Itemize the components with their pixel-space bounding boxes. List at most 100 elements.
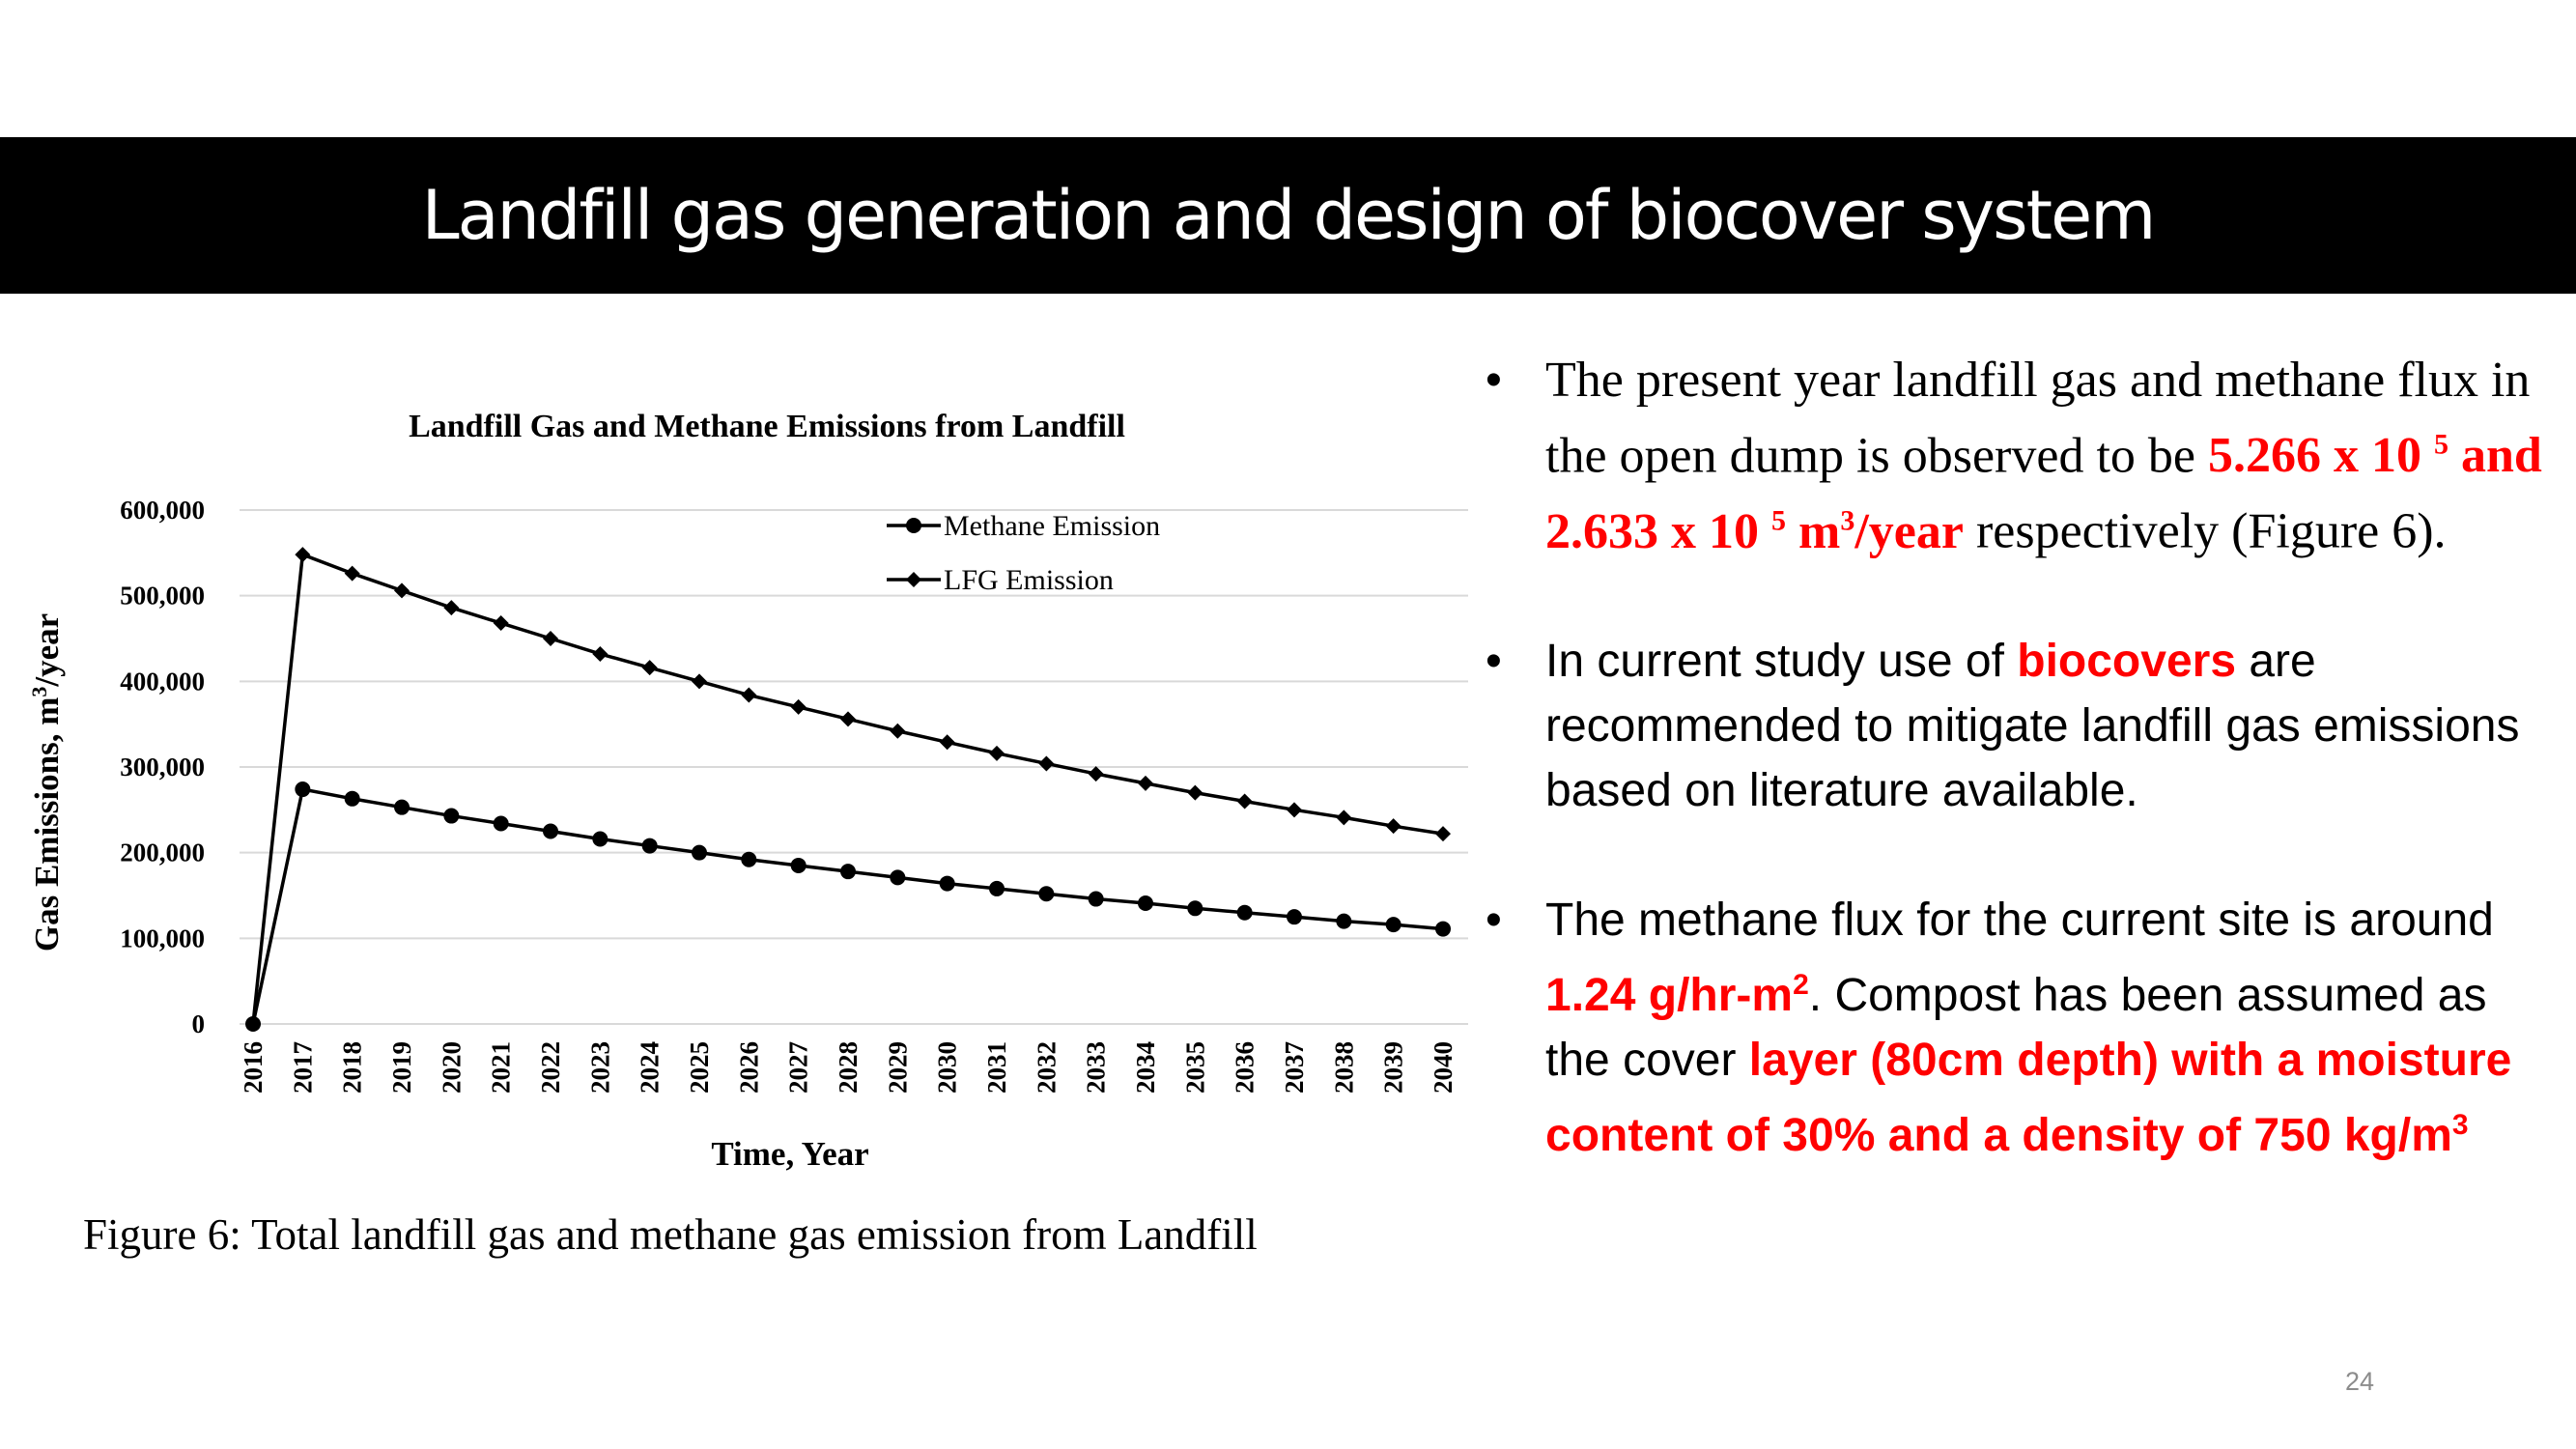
methane-point	[1038, 886, 1055, 902]
x-tick-label: 2032	[1032, 1041, 1061, 1094]
methane-point	[890, 869, 906, 886]
x-tick-label: 2038	[1329, 1041, 1358, 1094]
x-tick-label: 2017	[288, 1041, 317, 1094]
emissions-chart: Landfill Gas and Methane Emissions from …	[27, 409, 1468, 1173]
methane-point	[939, 875, 955, 892]
lfg-point	[790, 698, 807, 715]
x-tick-label: 2022	[536, 1041, 565, 1094]
series-layer	[245, 547, 1451, 1032]
lfg-point	[394, 582, 410, 599]
methane-point	[692, 844, 707, 861]
x-tick-label: 2019	[387, 1041, 416, 1094]
bullet-list: The present year landfill gas and methan…	[1486, 348, 2548, 1168]
methane-point	[543, 823, 558, 839]
methane-point	[1187, 900, 1203, 917]
y-tick-labels: 0 100,000 200,000 300,000 400,000 500,000 600,…	[120, 496, 205, 1038]
bullet-methane-flux: The methane flux for the current site is…	[1486, 888, 2548, 1168]
x-tick-label: 2036	[1231, 1041, 1260, 1094]
methane-point	[1336, 913, 1352, 929]
y-tick-label: 600,000	[120, 496, 205, 525]
methane-point	[394, 799, 410, 815]
x-tick-label: 2024	[636, 1041, 665, 1094]
y-tick-label: 500,000	[120, 582, 205, 611]
lfg-point	[543, 631, 558, 646]
x-tick-label: 2027	[784, 1041, 813, 1094]
methane-point	[1088, 891, 1104, 907]
lfg-point	[1385, 818, 1401, 835]
x-tick-label: 2033	[1082, 1041, 1111, 1094]
methane-point	[1236, 904, 1253, 921]
x-tick-label: 2035	[1180, 1041, 1209, 1094]
lfg-point	[493, 615, 509, 632]
lfg-point	[1038, 755, 1055, 772]
lfg-point	[1435, 826, 1451, 842]
gridlines	[240, 509, 1468, 1025]
lfg-point	[1138, 775, 1153, 791]
y-tick-label: 100,000	[120, 923, 205, 952]
y-tick-label: 400,000	[120, 667, 205, 696]
lfg-point	[989, 745, 1005, 761]
x-tick-label: 2025	[685, 1041, 714, 1094]
lfg-point	[840, 711, 856, 727]
methane-point	[989, 880, 1005, 896]
methane-point	[295, 781, 311, 798]
y-tick-label: 0	[192, 1009, 206, 1038]
y-axis-label: Gas Emissions, m3/year	[27, 613, 66, 952]
x-tick-label: 2020	[437, 1041, 466, 1094]
legend: Methane Emission LFG Emission	[887, 510, 1160, 596]
lfg-point	[692, 673, 707, 690]
y-tick-label: 200,000	[120, 838, 205, 867]
lfg-point	[1336, 810, 1352, 826]
x-tick-label: 2016	[239, 1041, 268, 1094]
methane-point	[443, 808, 460, 824]
x-tick-label: 2040	[1429, 1041, 1458, 1094]
title-bar: Landfill gas generation and design of bi…	[0, 137, 2576, 294]
methane-point	[1138, 895, 1153, 911]
bullet-biocovers: In current study use of biocovers are re…	[1486, 629, 2548, 823]
methane-point	[592, 831, 609, 847]
page-number: 24	[2345, 1367, 2375, 1396]
methane-point	[741, 851, 757, 867]
legend-circle-marker	[906, 518, 921, 533]
legend-diamond-marker	[906, 572, 921, 587]
lfg-point	[939, 734, 955, 751]
slide-title: Landfill gas generation and design of bi…	[421, 176, 2157, 255]
x-tick-label: 2029	[883, 1041, 912, 1094]
lfg-point	[1287, 802, 1302, 818]
series-line-diamond	[251, 552, 1444, 1025]
x-tick-label: 2039	[1379, 1041, 1408, 1094]
lfg-point	[245, 1016, 261, 1032]
x-tick-label: 2028	[834, 1041, 863, 1094]
methane-point	[790, 857, 807, 873]
y-tick-label: 300,000	[120, 753, 205, 781]
methane-point	[493, 815, 509, 832]
methane-point	[840, 864, 856, 880]
methane-point	[1287, 909, 1302, 925]
methane-point	[1385, 917, 1401, 933]
lfg-point	[592, 645, 609, 662]
x-tick-label: 2034	[1131, 1041, 1160, 1094]
x-tick-label: 2026	[734, 1041, 763, 1094]
x-tick-label: 2023	[585, 1041, 614, 1094]
chart-title: Landfill Gas and Methane Emissions from …	[409, 409, 1125, 444]
figure-caption: Figure 6: Total landfill gas and methane…	[83, 1210, 1258, 1259]
lfg-point	[890, 723, 906, 739]
methane-point	[1435, 921, 1451, 937]
lfg-point	[1088, 766, 1104, 782]
legend-label: Methane Emission	[944, 510, 1160, 542]
methane-point	[641, 838, 658, 854]
lfg-point	[1236, 793, 1253, 810]
lfg-point	[344, 565, 360, 582]
x-tick-labels: 2016 2017 2018 2019 2020 2021 2022 2023 2024 2025…	[239, 1041, 1458, 1094]
lfg-point	[741, 687, 757, 703]
methane-point	[344, 790, 360, 807]
x-tick-label: 2037	[1280, 1041, 1309, 1094]
lfg-point	[1187, 784, 1203, 801]
x-tick-label: 2021	[487, 1041, 516, 1094]
x-tick-label: 2031	[982, 1041, 1011, 1094]
lfg-point	[641, 660, 658, 676]
lfg-point	[443, 600, 460, 616]
legend-label: LFG Emission	[944, 564, 1114, 596]
x-tick-label: 2030	[933, 1041, 962, 1094]
series-line-circle	[251, 787, 1444, 1025]
